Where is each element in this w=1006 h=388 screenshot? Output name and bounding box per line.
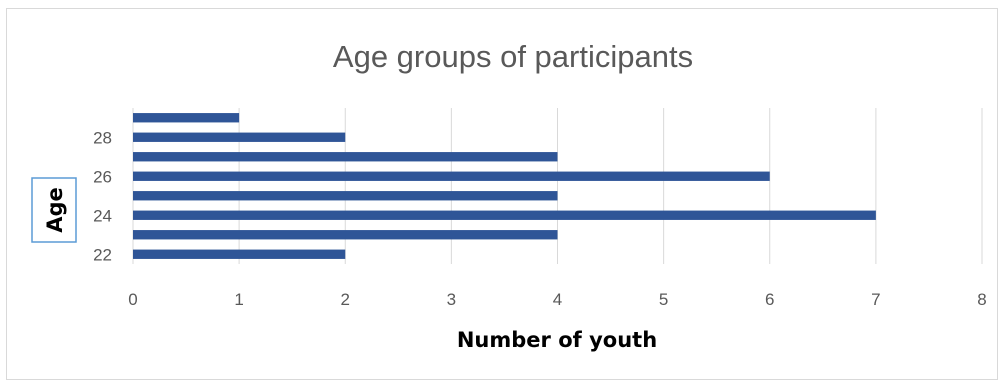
bar-age-23 <box>133 230 558 240</box>
bar-age-27 <box>133 152 558 162</box>
y-tick-label: 28 <box>93 128 112 147</box>
bar-age-24 <box>133 210 876 220</box>
x-tick-label: 6 <box>765 290 774 309</box>
x-tick-label: 0 <box>128 290 137 309</box>
x-tick-label: 2 <box>341 290 350 309</box>
x-tick-label: 5 <box>659 290 668 309</box>
x-tick-label: 7 <box>871 290 880 309</box>
y-tick-label: 26 <box>93 167 112 186</box>
bar-age-28 <box>133 132 346 142</box>
bar-age-29 <box>133 113 240 123</box>
x-tick-label: 4 <box>553 290 562 309</box>
x-axis-title: Number of youth <box>457 328 657 352</box>
bar-age-22 <box>133 249 346 259</box>
chart-title: Age groups of participants <box>333 39 693 74</box>
x-tick-label: 1 <box>234 290 243 309</box>
y-axis-title: Age <box>43 187 67 233</box>
x-tick-label: 3 <box>447 290 456 309</box>
y-tick-label: 22 <box>93 245 112 264</box>
y-tick-labels: 22 24 26 28 <box>93 128 112 264</box>
x-tick-label: 8 <box>977 290 986 309</box>
bars <box>133 113 876 259</box>
grid-lines <box>132 108 983 264</box>
y-tick-label: 24 <box>93 206 112 225</box>
bar-age-26 <box>133 171 770 181</box>
x-tick-labels: 0 1 2 3 4 5 6 7 8 <box>128 290 986 309</box>
bar-age-25 <box>133 191 558 201</box>
y-axis-title-box <box>31 177 77 243</box>
